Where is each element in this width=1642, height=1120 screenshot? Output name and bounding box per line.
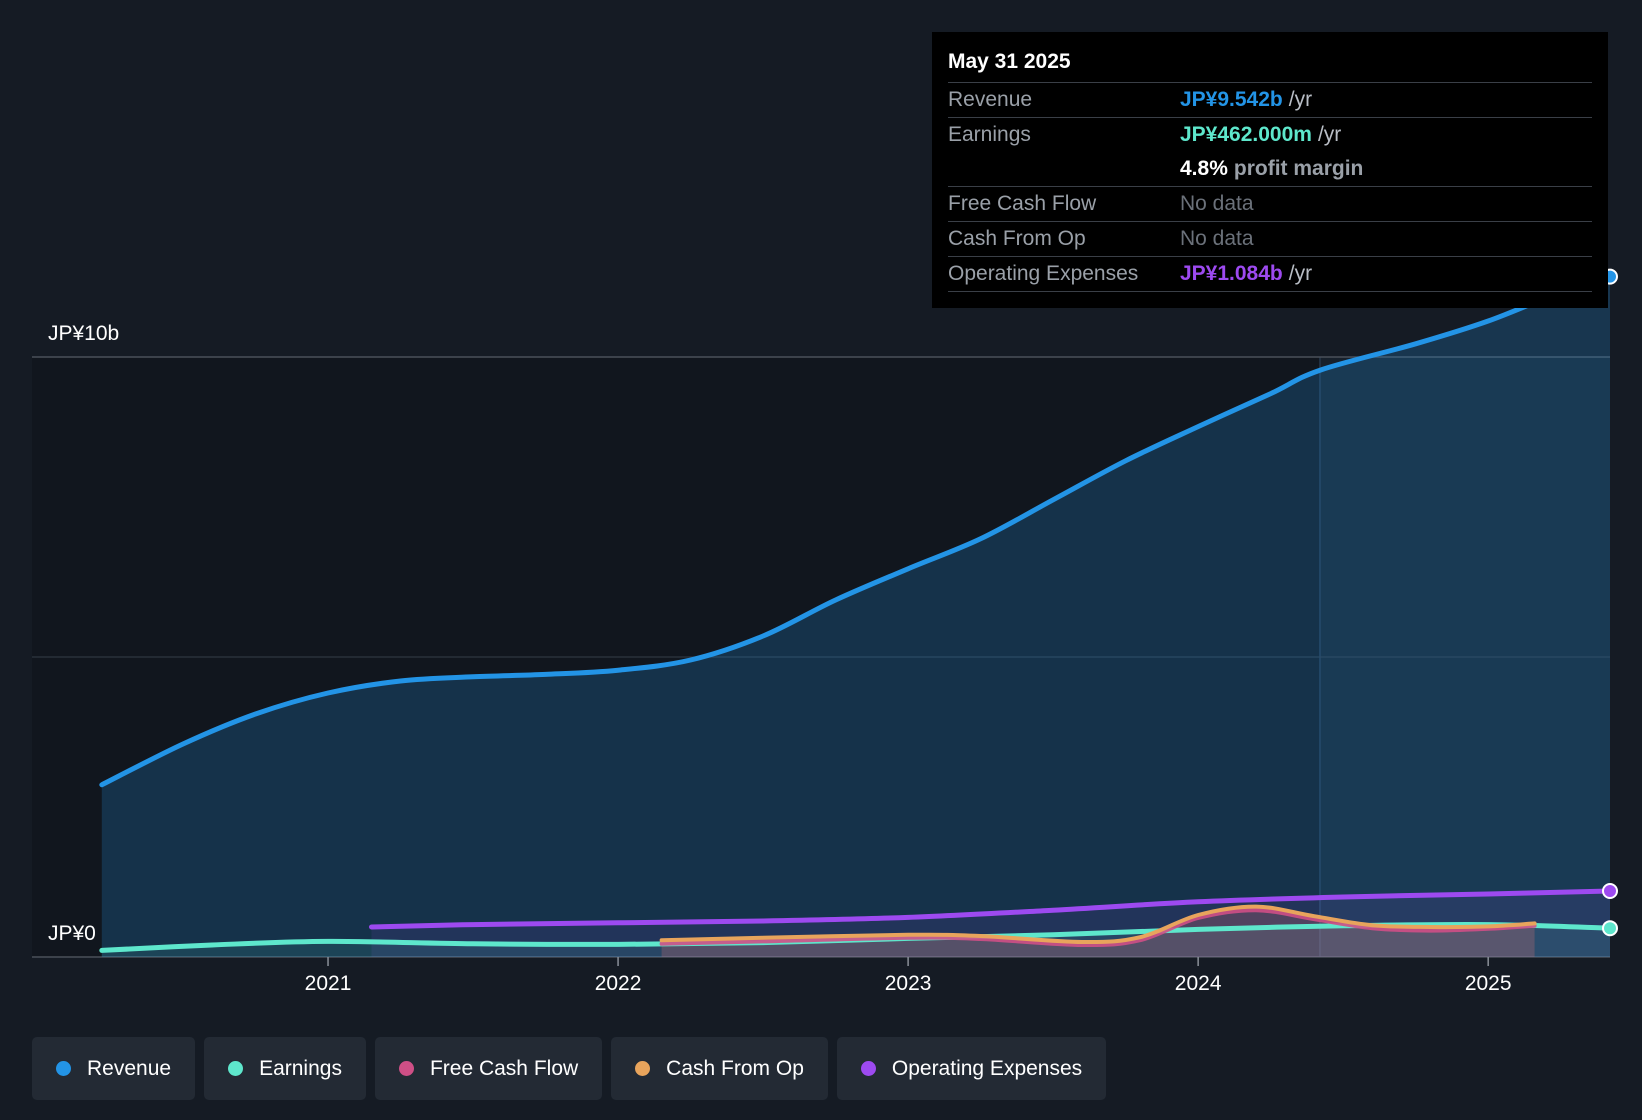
line-cash-from-op [659, 904, 1537, 945]
y-axis-label-top: JP¥10b [48, 322, 119, 345]
end-marker-operating-expenses [1602, 883, 1618, 899]
tooltip-value: JP¥1.084b [1180, 262, 1283, 285]
x-tick-label: 2021 [305, 972, 352, 995]
area-free-cash-flow [661, 910, 1535, 957]
legend-item-cash-from-op[interactable]: Cash From Op [611, 1037, 828, 1100]
tooltip-label: Operating Expenses [948, 262, 1139, 285]
tooltip-panel: May 31 2025 Revenue JP¥9.542b /yr Earnin… [932, 32, 1608, 308]
legend-label: Cash From Op [666, 1056, 804, 1080]
tooltip-value: JP¥462.000m [1180, 123, 1312, 146]
tooltip-row-fcf: Free Cash Flow No data [948, 187, 1592, 222]
tooltip-unit: /yr [1288, 88, 1313, 111]
dot-icon [635, 1061, 651, 1076]
dot-icon [860, 1061, 876, 1076]
tooltip-label: Earnings [948, 123, 1031, 146]
dot-icon [56, 1061, 71, 1076]
x-tick-label: 2022 [595, 972, 642, 995]
tooltip-unit: /yr [1288, 262, 1313, 285]
tooltip-value: 4.8% [1180, 157, 1228, 180]
x-tick-label: 2023 [885, 972, 932, 995]
legend-label: Revenue [87, 1056, 172, 1080]
legend-label: Earnings [259, 1056, 342, 1080]
end-marker-earnings [1602, 920, 1618, 937]
tooltip-label [948, 152, 1180, 186]
legend-item-revenue[interactable]: Revenue [32, 1037, 196, 1100]
tooltip-row-margin: 4.8% profit margin [948, 152, 1592, 187]
legend-item-operating-expenses[interactable]: Operating Expenses [836, 1037, 1107, 1100]
area-revenue [101, 276, 1610, 958]
legend-label: Free Cash Flow [429, 1056, 579, 1080]
tooltip-label: Free Cash Flow [948, 192, 1097, 215]
y-axis-label-bottom: JP¥0 [48, 922, 96, 945]
x-tick-label: 2024 [1175, 972, 1222, 995]
legend-item-earnings[interactable]: Earnings [204, 1037, 366, 1100]
tooltip-row-earnings: Earnings JP¥462.000m /yr [948, 118, 1592, 152]
tooltip-date: May 31 2025 [948, 46, 1592, 83]
tooltip-value: No data [1180, 192, 1254, 215]
tooltip-label: Revenue [948, 88, 1033, 111]
line-revenue [99, 274, 1613, 788]
tooltip-row-revenue: Revenue JP¥9.542b /yr [948, 83, 1592, 118]
tooltip-unit: /yr [1317, 123, 1342, 146]
x-tick-label: 2025 [1465, 972, 1512, 995]
tooltip-row-cfo: Cash From Op No data [948, 222, 1592, 257]
line-free-cash-flow [659, 908, 1537, 948]
legend: Revenue Earnings Free Cash Flow Cash Fro… [32, 1037, 1107, 1100]
line-operating-expenses [369, 888, 1613, 930]
dot-icon [228, 1061, 244, 1076]
tooltip-value: No data [1180, 227, 1254, 250]
tooltip-value: JP¥9.542b [1180, 88, 1283, 111]
dot-icon [398, 1061, 414, 1076]
tooltip-row-opex: Operating Expenses JP¥1.084b /yr [948, 257, 1592, 292]
tooltip-unit: profit margin [1233, 157, 1364, 180]
legend-item-free-cash-flow[interactable]: Free Cash Flow [374, 1037, 603, 1100]
tooltip-label: Cash From Op [948, 227, 1086, 250]
legend-label: Operating Expenses [891, 1056, 1083, 1080]
